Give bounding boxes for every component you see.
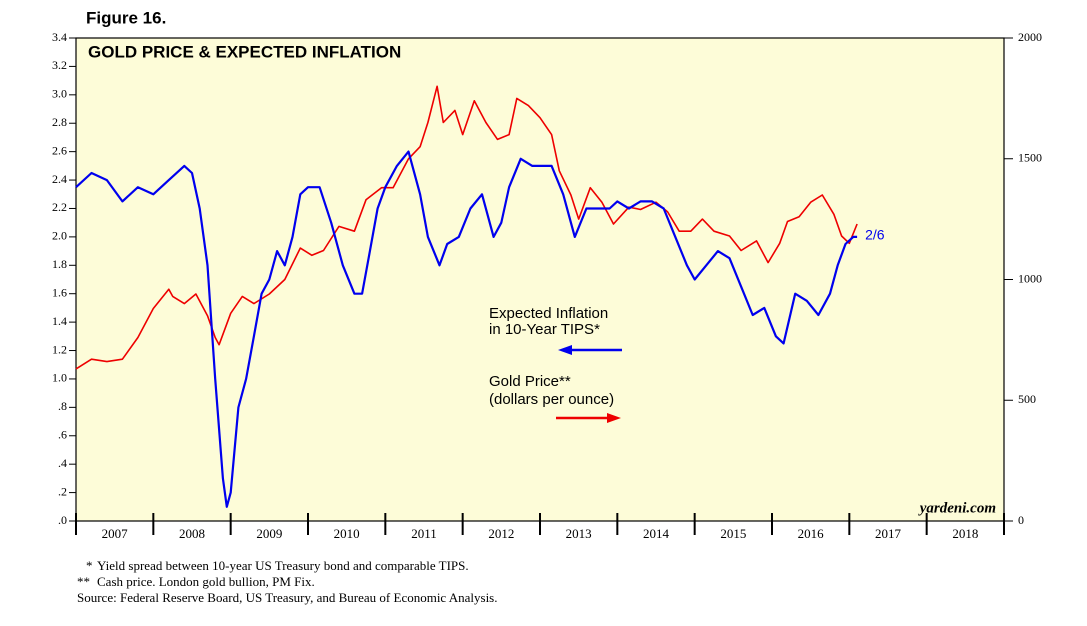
x-tick-label: 2011 [411, 526, 437, 541]
legend-label: (dollars per ounce) [489, 391, 614, 408]
y-tick-label: .0 [58, 513, 67, 527]
x-tick-label: 2007 [102, 526, 129, 541]
y2-tick-label: 1500 [1018, 151, 1042, 165]
legend-label: Expected Inflation [489, 305, 608, 322]
y-tick-label: 3.0 [52, 87, 67, 101]
y-tick-label: 1.0 [52, 371, 67, 385]
y2-tick-label: 500 [1018, 392, 1036, 406]
legend-label: in 10-Year TIPS* [489, 321, 600, 338]
legend-label: Gold Price** [489, 373, 571, 390]
x-tick-label: 2015 [720, 526, 746, 541]
y-tick-label: .2 [58, 484, 67, 498]
y2-tick-label: 0 [1018, 513, 1024, 527]
y2-tick-label: 1000 [1018, 271, 1042, 285]
y-tick-label: 2.4 [52, 172, 67, 186]
x-tick-label: 2012 [488, 526, 514, 541]
chart-title: GOLD PRICE & EXPECTED INFLATION [88, 42, 401, 61]
x-tick-label: 2018 [952, 526, 978, 541]
footnote: Cash price. London gold bullion, PM Fix. [97, 574, 315, 589]
x-tick-label: 2008 [179, 526, 205, 541]
y-tick-label: .8 [58, 399, 67, 413]
footnote-marker: ** [77, 574, 90, 589]
y-tick-label: .6 [58, 428, 67, 442]
y-tick-label: .4 [58, 456, 67, 470]
series-line [75, 85, 858, 370]
source: Source: Federal Reserve Board, US Treasu… [77, 590, 498, 605]
plot-area [75, 37, 1005, 522]
y-tick-label: 2.2 [52, 200, 67, 214]
x-tick-label: 2017 [875, 526, 902, 541]
y2-tick-label: 2000 [1018, 30, 1042, 44]
y-tick-label: 3.2 [52, 58, 67, 72]
footnote-marker: * [86, 558, 93, 573]
y-tick-label: 1.4 [52, 314, 67, 328]
y-tick-label: 1.8 [52, 257, 67, 271]
end-label: 2/6 [865, 227, 885, 243]
legend-arrow-head [607, 413, 621, 423]
y-tick-label: 2.6 [52, 143, 67, 157]
y-tick-label: 1.6 [52, 285, 67, 299]
x-tick-label: 2009 [256, 526, 282, 541]
series-line [75, 150, 858, 508]
figure-label: Figure 16. [86, 8, 166, 27]
x-tick-label: 2013 [566, 526, 592, 541]
y-tick-label: 2.0 [52, 229, 67, 243]
watermark: yardeni.com [918, 500, 996, 516]
x-tick-label: 2010 [334, 526, 360, 541]
legend-arrow-head [558, 345, 572, 355]
x-tick-label: 2014 [643, 526, 670, 541]
y-tick-label: 3.4 [52, 30, 67, 44]
footnote: Yield spread between 10-year US Treasury… [97, 558, 469, 573]
y-tick-label: 2.8 [52, 115, 67, 129]
x-tick-label: 2016 [798, 526, 825, 541]
y-tick-label: 1.2 [52, 342, 67, 356]
